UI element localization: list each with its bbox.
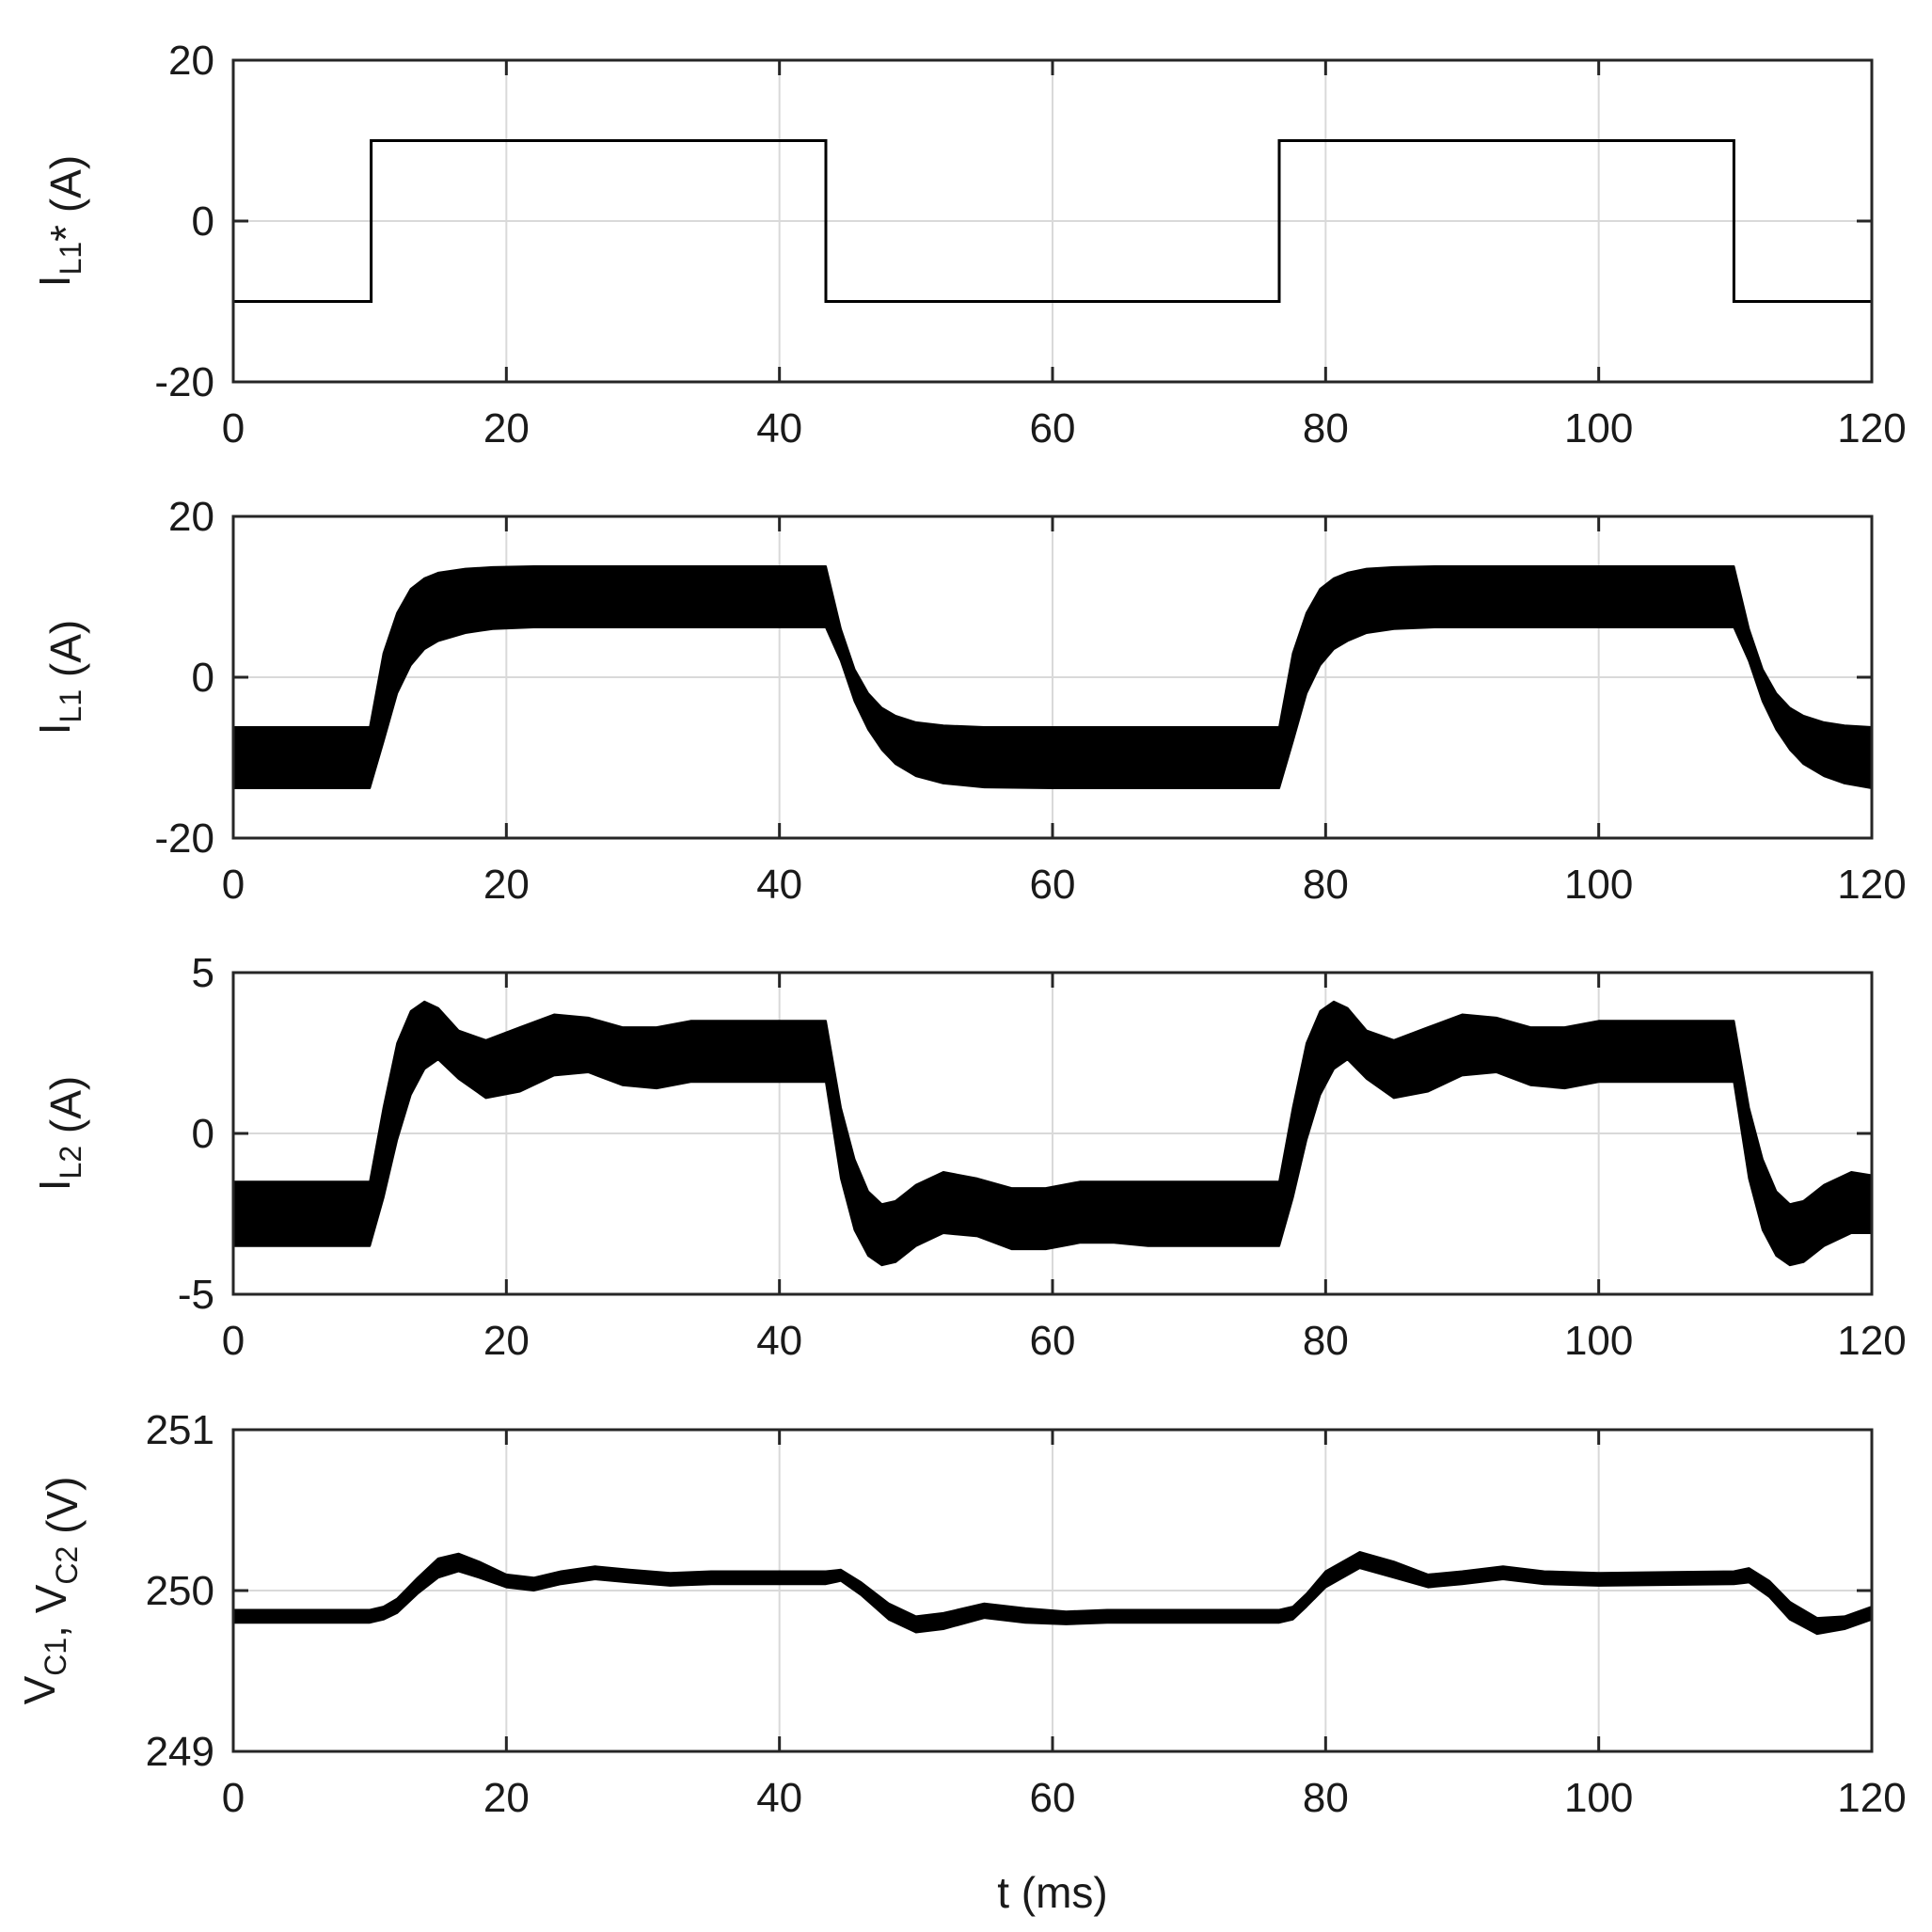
x-tick-label: 120: [1837, 1775, 1906, 1821]
x-tick-label: 80: [1303, 1775, 1349, 1821]
x-tick-label: 60: [1030, 1775, 1076, 1821]
y-axis-label-text: (A): [41, 620, 90, 689]
x-tick-label: 40: [756, 862, 802, 908]
y-axis-label-text: I: [30, 722, 79, 735]
x-tick-label: 100: [1564, 862, 1633, 908]
x-tick-label: 20: [483, 1318, 530, 1364]
y-tick-label: 249: [146, 1729, 214, 1775]
y-axis-label-text: V: [15, 1675, 64, 1704]
x-tick-label: 40: [756, 405, 802, 451]
x-tick-label: 20: [483, 405, 530, 451]
y-axis-label-text: I: [30, 1179, 79, 1191]
y-axis-label-subscript: C2: [50, 1546, 84, 1585]
x-tick-label: 0: [222, 1318, 245, 1364]
x-tick-label: 80: [1303, 1318, 1349, 1364]
y-axis-label-text: (V): [38, 1477, 87, 1546]
y-axis-label-subscript: L1: [54, 242, 87, 276]
x-tick-label: 20: [483, 1775, 530, 1821]
y-axis-label-text: ,: [26, 1613, 75, 1638]
x-tick-label: 40: [756, 1318, 802, 1364]
y-axis-label-text: I: [30, 275, 79, 287]
y-tick-label: 20: [168, 494, 214, 540]
y-tick-label: 251: [146, 1407, 214, 1453]
x-axis-label: t (ms): [997, 1868, 1108, 1917]
y-axis-label-subscript: L1: [54, 689, 87, 723]
y-axis-label-text: * (A): [41, 155, 90, 242]
x-tick-label: 120: [1837, 1318, 1906, 1364]
x-tick-label: 0: [222, 1775, 245, 1821]
x-tick-label: 80: [1303, 405, 1349, 451]
x-tick-label: 0: [222, 862, 245, 908]
x-tick-label: 0: [222, 405, 245, 451]
x-tick-label: 20: [483, 862, 530, 908]
y-axis-label-subscript: L2: [54, 1146, 87, 1180]
x-tick-label: 60: [1030, 1318, 1076, 1364]
y-axis-label-subscript: C1: [39, 1638, 72, 1676]
y-axis-label: VC1, VC2 (V): [15, 1477, 87, 1705]
y-axis-label: IL1* (A): [30, 155, 90, 287]
y-axis-label-text: V: [26, 1584, 75, 1613]
x-tick-label: 120: [1837, 862, 1906, 908]
y-tick-label: 20: [168, 38, 214, 84]
y-axis-label-text: (A): [41, 1076, 90, 1146]
y-tick-label: -20: [154, 816, 214, 862]
x-tick-label: 40: [756, 1775, 802, 1821]
x-tick-label: 80: [1303, 862, 1349, 908]
x-tick-label: 60: [1030, 862, 1076, 908]
y-tick-label: 0: [192, 198, 214, 245]
x-tick-label: 100: [1564, 1775, 1633, 1821]
y-axis-label: IL1 (A): [30, 620, 90, 735]
y-tick-label: 0: [192, 655, 214, 701]
y-axis-label: IL2 (A): [30, 1076, 90, 1191]
y-tick-label: 5: [192, 950, 214, 996]
x-tick-label: 60: [1030, 405, 1076, 451]
series-line: [233, 139, 1872, 303]
x-tick-label: 100: [1564, 405, 1633, 451]
y-tick-label: -20: [154, 359, 214, 405]
x-tick-label: 100: [1564, 1318, 1633, 1364]
x-tick-label: 120: [1837, 405, 1906, 451]
y-tick-label: 0: [192, 1111, 214, 1157]
y-tick-label: -5: [178, 1272, 214, 1318]
y-tick-label: 250: [146, 1568, 214, 1614]
